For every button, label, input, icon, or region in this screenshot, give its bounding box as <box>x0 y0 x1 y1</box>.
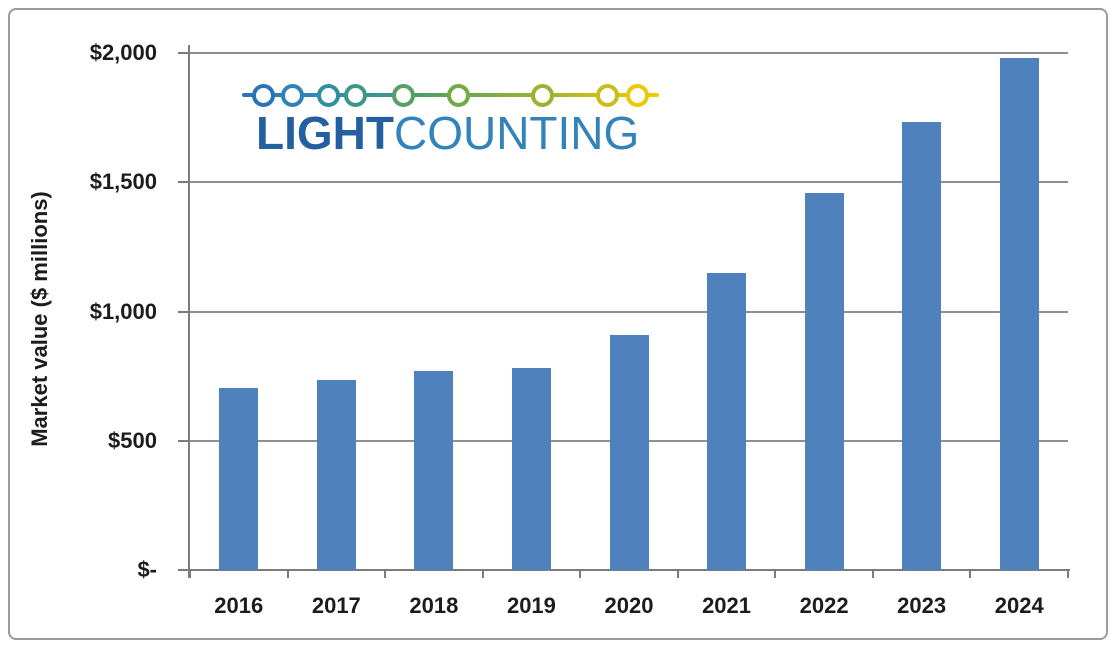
x-tick-3 <box>481 570 484 578</box>
logo-bead-7 <box>530 83 554 107</box>
bar-2020 <box>609 334 649 570</box>
y-tick-label-0: $- <box>137 557 157 582</box>
x-tick-2 <box>384 570 387 578</box>
logo-bead-1 <box>251 83 275 107</box>
x-tick-1 <box>286 570 289 578</box>
x-tick-label-2017: 2017 <box>311 593 361 618</box>
logo-bead-6 <box>446 83 470 107</box>
x-tick-8 <box>969 570 972 578</box>
logo-bead-5 <box>391 83 415 107</box>
x-tick-label-2024: 2024 <box>994 593 1044 618</box>
bar-2017 <box>316 380 356 570</box>
gridline-1500 <box>190 181 1068 184</box>
x-tick-7 <box>871 570 874 578</box>
y-tick-label-1000: $1,000 <box>89 298 157 324</box>
x-tick-label-2020: 2020 <box>604 593 654 618</box>
y-tick-1000 <box>178 310 190 313</box>
y-tick-label-2000: $2,000 <box>89 40 157 65</box>
y-axis-line <box>188 45 190 578</box>
bar-2018 <box>414 370 454 570</box>
bar-2024 <box>999 58 1039 570</box>
x-tick-label-2019: 2019 <box>506 593 556 618</box>
y-tick-2000 <box>178 52 190 54</box>
x-tick-4 <box>579 570 582 578</box>
gridline-2000 <box>190 52 1068 54</box>
y-tick-1500 <box>178 181 190 184</box>
x-tick-label-2022: 2022 <box>799 593 849 618</box>
x-tick-0 <box>189 570 191 578</box>
y-tick-label-1500: $1,500 <box>89 169 157 195</box>
outer-border-frame <box>8 8 1108 640</box>
gridline-1000 <box>190 310 1068 313</box>
x-tick-label-2016: 2016 <box>214 593 264 618</box>
bar-2023 <box>902 121 942 570</box>
x-tick-9 <box>1067 570 1069 578</box>
x-tick-5 <box>676 570 679 578</box>
x-tick-label-2021: 2021 <box>702 593 752 618</box>
logo-wordmark: LIGHTCOUNTING <box>256 110 639 156</box>
x-tick-label-2018: 2018 <box>409 593 459 618</box>
logo-bead-9 <box>625 83 649 107</box>
y-tick-label-500: $500 <box>108 427 157 453</box>
bar-2022 <box>804 192 844 570</box>
logo-bead-4 <box>343 83 367 107</box>
x-tick-6 <box>774 570 777 578</box>
logo-text-counting: COUNTING <box>393 107 640 159</box>
x-axis-line <box>181 569 1070 571</box>
logo-text-light: LIGHT <box>256 107 394 159</box>
bar-2021 <box>707 272 747 570</box>
bar-2016 <box>219 387 259 570</box>
logo-bead-2 <box>280 83 304 107</box>
logo-bead-8 <box>595 83 619 107</box>
bar-2019 <box>511 368 551 570</box>
logo-bead-3 <box>316 83 340 107</box>
y-tick-500 <box>178 439 190 442</box>
x-tick-label-2023: 2023 <box>897 593 947 618</box>
